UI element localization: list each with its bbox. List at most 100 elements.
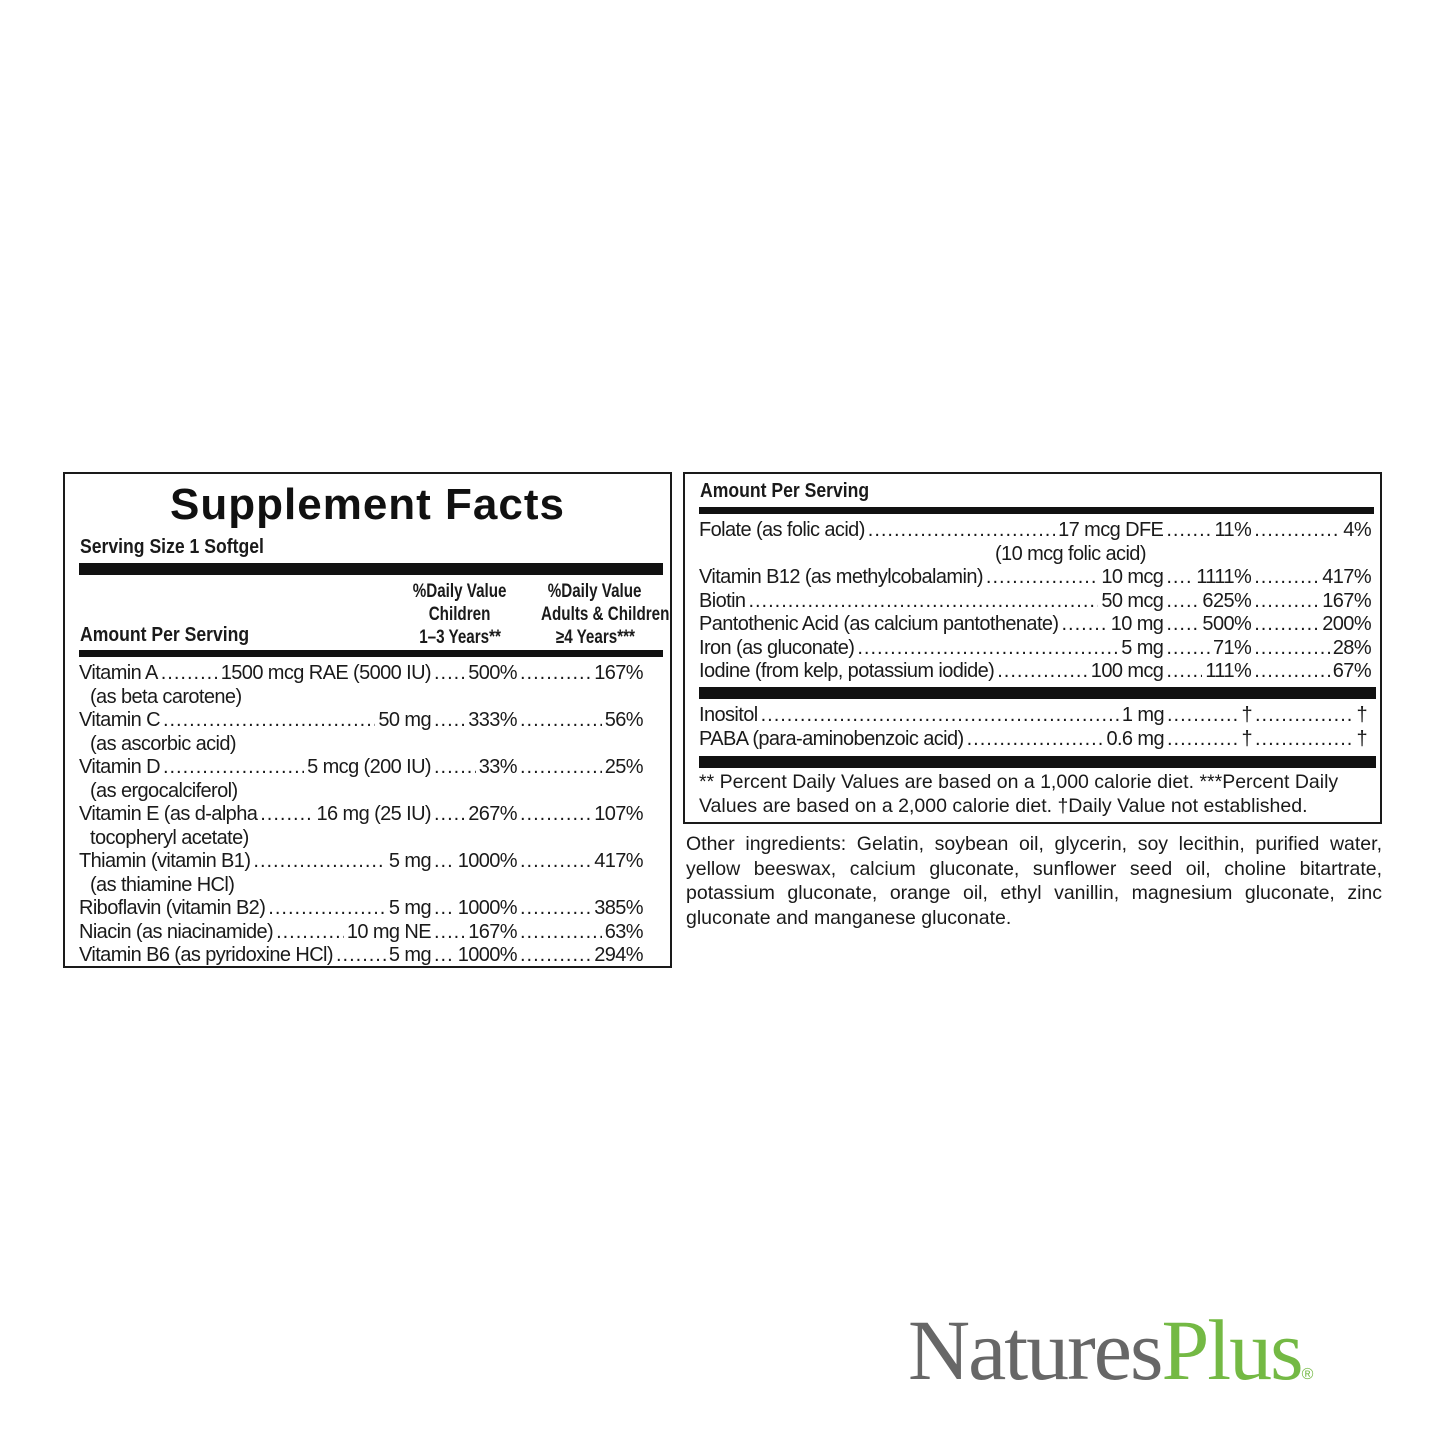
dv-children: 1111% bbox=[1196, 566, 1252, 588]
nutrient-amount: 100 mcg bbox=[1090, 660, 1164, 682]
supplement-facts-panel-left: Supplement Facts Serving Size 1 Softgel … bbox=[63, 472, 672, 968]
nutrient-amount: 16 mg (25 IU) bbox=[316, 803, 431, 825]
nutrient-source: (10 mcg folic acid) bbox=[995, 542, 1146, 565]
nutrient-amount: 50 mcg bbox=[1101, 589, 1164, 612]
divider-medium bbox=[699, 507, 1374, 514]
divider-medium bbox=[79, 650, 663, 657]
dot-leader bbox=[1254, 613, 1319, 637]
nutrient-source: (as ergocalciferol) bbox=[90, 779, 238, 802]
dot-leader bbox=[276, 921, 344, 945]
dot-leader bbox=[163, 756, 304, 780]
nutrient-amount: 10 mg bbox=[1110, 613, 1164, 635]
nutrient-name: Riboflavin (vitamin B2) bbox=[79, 897, 266, 919]
dv-adults: † bbox=[1356, 727, 1367, 750]
nutrient-row: Inositol 1 mg † † bbox=[699, 704, 1371, 728]
dv-adults: 63% bbox=[604, 920, 643, 943]
header-text: %Daily Value bbox=[413, 581, 507, 602]
nutrient-amount: 10 mg NE bbox=[346, 920, 431, 943]
dot-leader bbox=[1166, 566, 1193, 590]
dot-leader bbox=[1254, 519, 1340, 543]
nutrient-row: Pantothenic Acid (as calcium pantothenat… bbox=[699, 613, 1371, 637]
nutrient-name: Folate (as folic acid) bbox=[699, 519, 865, 541]
nutrient-name: Iodine (from kelp, potassium iodide) bbox=[699, 660, 995, 682]
dot-leader bbox=[761, 704, 1119, 728]
dot-leader bbox=[1166, 613, 1199, 637]
dot-leader bbox=[1061, 613, 1107, 637]
dot-leader bbox=[520, 850, 591, 874]
nutrient-row: Iron (as gluconate) 5 mg 71% 28% bbox=[699, 637, 1371, 661]
nutrient-source: tocopheryl acetate) bbox=[90, 826, 249, 849]
dv-adults: 417% bbox=[594, 850, 643, 872]
nutrient-amount: 5 mg bbox=[1121, 636, 1164, 659]
col-header-adults: %Daily Value Adults & Children ≥4 Years*… bbox=[525, 580, 669, 649]
dot-leader bbox=[520, 709, 602, 733]
header-line: Children bbox=[400, 603, 520, 626]
dv-children: 267% bbox=[468, 803, 517, 825]
logo-part-plus: Plus bbox=[1161, 1302, 1303, 1398]
dot-leader bbox=[1166, 660, 1202, 684]
logo-part-natures: Natures bbox=[908, 1302, 1163, 1398]
nutrient-row: Vitamin A 1500 mcg RAE (5000 IU) 500% 167% bbox=[79, 662, 645, 686]
nutrient-name: Vitamin E (as d-alpha bbox=[79, 803, 258, 825]
header-text: 1–3 Years** bbox=[419, 627, 501, 648]
dot-leader bbox=[986, 566, 1098, 590]
nutrient-row: Folate (as folic acid) 17 mcg DFE 11% 4% bbox=[699, 519, 1371, 543]
nutrient-name: Vitamin C bbox=[79, 709, 161, 731]
dot-leader bbox=[997, 660, 1088, 684]
nutrient-list: Vitamin A 1500 mcg RAE (5000 IU) 500% 167% (… bbox=[79, 662, 645, 968]
dot-leader bbox=[434, 921, 465, 945]
header-text: Children bbox=[429, 604, 491, 625]
divider-thick bbox=[699, 687, 1376, 699]
dot-leader bbox=[520, 803, 591, 827]
dot-leader bbox=[336, 944, 386, 968]
header-text: %Daily Value bbox=[548, 581, 642, 602]
dot-leader bbox=[434, 850, 455, 874]
dv-children: 1000% bbox=[457, 944, 517, 966]
dot-leader bbox=[520, 921, 602, 945]
divider-thick bbox=[699, 756, 1376, 768]
dot-leader bbox=[857, 637, 1118, 661]
dv-adults: 167% bbox=[594, 662, 643, 684]
nutrient-row: Thiamin (vitamin B1) 5 mg 1000% 417% bbox=[79, 850, 645, 874]
dot-leader bbox=[967, 728, 1104, 752]
dot-leader bbox=[434, 662, 465, 686]
dot-leader bbox=[1167, 728, 1238, 752]
amount-per-serving: Amount Per Serving bbox=[700, 480, 870, 502]
dot-leader bbox=[268, 897, 386, 921]
dot-leader bbox=[434, 709, 465, 733]
dot-leader bbox=[1255, 728, 1353, 752]
dv-adults: 294% bbox=[594, 944, 643, 966]
dv-adults: 4% bbox=[1343, 519, 1372, 541]
header-text: Adults & Children bbox=[541, 604, 670, 625]
dot-leader bbox=[1167, 704, 1238, 728]
nutrient-amount: 17 mcg DFE bbox=[1058, 519, 1164, 541]
nutrient-name: PABA (para-aminobenzoic acid) bbox=[699, 727, 964, 750]
nutrient-name: Niacin (as niacinamide) bbox=[79, 920, 274, 943]
dv-children: 1000% bbox=[457, 897, 517, 919]
nutrient-row: Iodine (from kelp, potassium iodide) 100 … bbox=[699, 660, 1371, 684]
dot-leader bbox=[1254, 660, 1330, 684]
nutrient-row: Niacin (as niacinamide) 10 mg NE 167% 63% bbox=[79, 921, 645, 945]
header-line: ≥4 Years*** bbox=[525, 626, 665, 649]
header-text: ≥4 Years*** bbox=[555, 627, 635, 648]
dv-children: † bbox=[1241, 727, 1252, 750]
nutrient-amount: 10 mcg bbox=[1101, 566, 1164, 588]
footnotes: ** Percent Daily Values are based on a 1… bbox=[699, 770, 1338, 818]
dot-leader bbox=[1255, 704, 1353, 728]
nutrient-name: Vitamin D bbox=[79, 756, 161, 778]
nutrient-name: Vitamin B12 (as methylcobalamin) bbox=[699, 566, 984, 588]
dv-adults: † bbox=[1356, 704, 1367, 726]
dot-leader bbox=[260, 803, 313, 827]
dot-leader bbox=[520, 944, 591, 968]
dot-leader bbox=[434, 756, 476, 780]
nutrient-row: Vitamin D 5 mcg (200 IU) 33% 25% bbox=[79, 756, 645, 780]
dv-children: † bbox=[1241, 704, 1252, 726]
dot-leader bbox=[868, 519, 1055, 543]
other-ingredients: Other ingredients: Gelatin, soybean oil,… bbox=[686, 833, 1382, 929]
dot-leader bbox=[253, 850, 386, 874]
dv-adults: 56% bbox=[604, 709, 643, 731]
nutrient-name: Pantothenic Acid (as calcium pantothenat… bbox=[699, 613, 1059, 635]
nutrient-amount: 1 mg bbox=[1121, 704, 1164, 726]
dot-leader bbox=[1254, 590, 1319, 614]
nutrient-name: Biotin bbox=[699, 589, 746, 612]
